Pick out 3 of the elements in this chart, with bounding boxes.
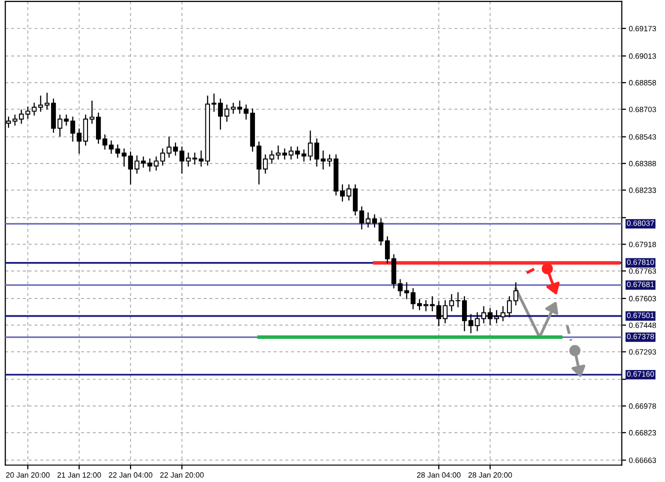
- candlestick: [70, 116, 76, 142]
- candlestick: [314, 138, 320, 167]
- candlestick: [192, 152, 198, 165]
